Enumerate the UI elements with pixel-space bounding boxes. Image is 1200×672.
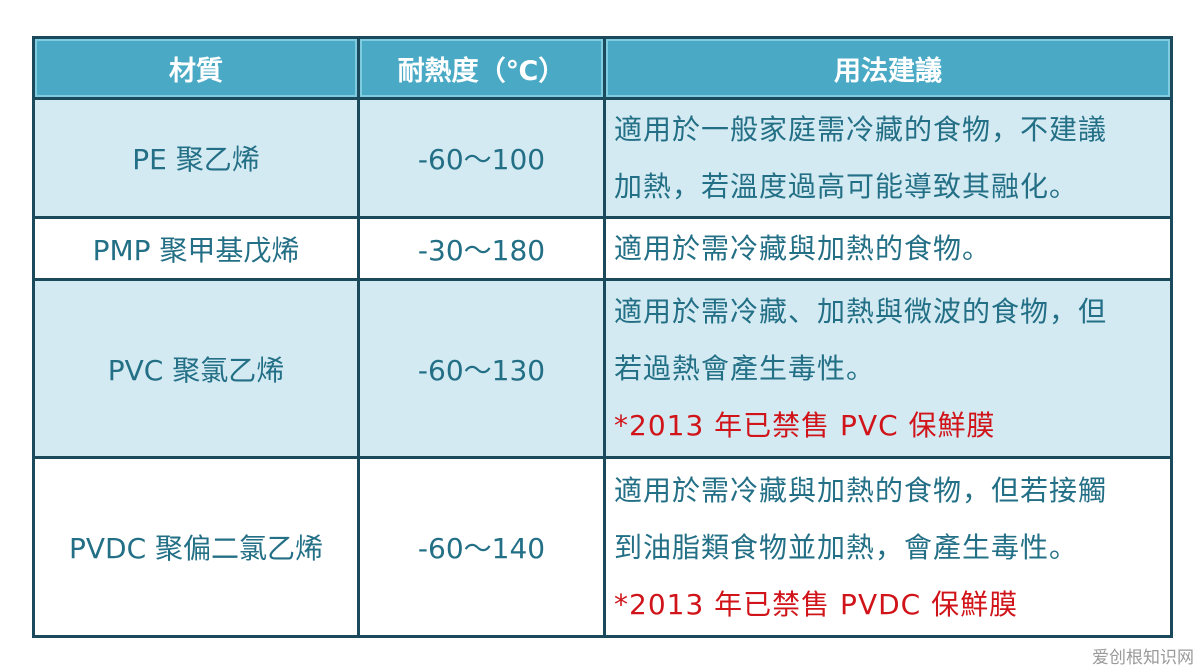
ban-note: *2013 年已禁售 PVC 保鮮膜	[614, 409, 996, 442]
table-row: PVC 聚氯乙烯 -60～130 適用於需冷藏、加熱與微波的食物，但 若過熱會產…	[32, 278, 1173, 459]
material-cell: PMP 聚甲基戊烯	[32, 216, 360, 281]
usage-line: 適用於一般家庭需冷藏的食物，不建議	[614, 113, 1108, 146]
usage-cell: 適用於一般家庭需冷藏的食物，不建議 加熱，若溫度過高可能導致其融化。	[603, 97, 1173, 219]
usage-cell: 適用於需冷藏、加熱與微波的食物，但 若過熱會產生毒性。 *2013 年已禁售 P…	[603, 278, 1173, 459]
table-row: PVDC 聚偏二氯乙烯 -60～140 適用於需冷藏與加熱的食物，但若接觸 到油…	[32, 456, 1173, 638]
plastic-wrap-table: 材質 耐熱度（℃） 用法建議 PE 聚乙烯 -60～100 適用於一般家庭需冷藏…	[32, 36, 1173, 638]
header-material: 材質	[32, 36, 360, 100]
table-row: PMP 聚甲基戊烯 -30～180 適用於需冷藏與加熱的食物。	[32, 216, 1173, 281]
material-cell: PVC 聚氯乙烯	[32, 278, 360, 459]
material-cell: PVDC 聚偏二氯乙烯	[32, 456, 360, 638]
usage-line: 加熱，若溫度過高可能導致其融化。	[614, 170, 1079, 203]
ban-note: *2013 年已禁售 PVDC 保鮮膜	[614, 587, 1019, 621]
header-row: 材質 耐熱度（℃） 用法建議	[32, 36, 1173, 100]
usage-cell: 適用於需冷藏與加熱的食物，但若接觸 到油脂類食物並加熱，會產生毒性。 *2013…	[603, 456, 1173, 638]
usage-line: 適用於需冷藏與加熱的食物。	[614, 232, 992, 265]
temp-cell: -60～100	[357, 97, 606, 219]
header-temp: 耐熱度（℃）	[357, 36, 606, 100]
temp-cell: -60～140	[357, 456, 606, 638]
header-usage: 用法建議	[603, 36, 1173, 100]
temp-cell: -30～180	[357, 216, 606, 281]
temp-cell: -60～130	[357, 278, 606, 459]
usage-line: 到油脂類食物並加熱，會產生毒性。	[614, 530, 1079, 564]
watermark: 爱创根知识网	[1092, 648, 1194, 668]
usage-line: 適用於需冷藏、加熱與微波的食物，但	[614, 295, 1108, 328]
material-cell: PE 聚乙烯	[32, 97, 360, 219]
usage-line: 若過熱會產生毒性。	[614, 352, 876, 385]
usage-line: 適用於需冷藏與加熱的食物，但若接觸	[614, 473, 1108, 507]
usage-cell: 適用於需冷藏與加熱的食物。	[603, 216, 1173, 281]
table-row: PE 聚乙烯 -60～100 適用於一般家庭需冷藏的食物，不建議 加熱，若溫度過…	[32, 97, 1173, 219]
